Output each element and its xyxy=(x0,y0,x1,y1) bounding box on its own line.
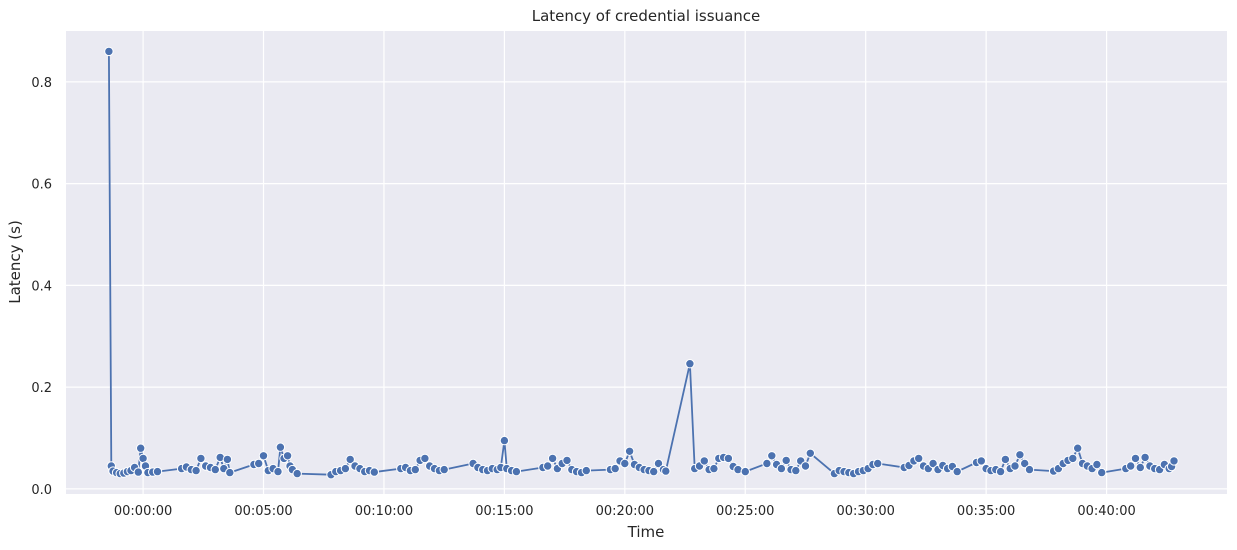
y-tick-label: 0.8 xyxy=(31,76,52,91)
data-point xyxy=(275,442,286,452)
data-point xyxy=(1024,464,1035,475)
data-point xyxy=(800,461,811,471)
x-tick-label: 00:30:00 xyxy=(836,504,894,519)
data-point xyxy=(649,466,659,477)
data-point xyxy=(152,466,163,477)
grid-lines xyxy=(66,31,1227,494)
data-point xyxy=(1135,462,1146,473)
y-tick-label: 0.2 xyxy=(31,381,52,396)
y-axis-label: Latency (s) xyxy=(6,220,24,304)
data-point xyxy=(723,453,734,464)
data-point xyxy=(1068,453,1078,464)
x-tick-label: 00:10:00 xyxy=(355,504,413,519)
x-tick-label: 00:35:00 xyxy=(957,504,1015,519)
data-point xyxy=(133,467,144,477)
data-point xyxy=(610,463,620,474)
data-point xyxy=(420,453,430,464)
x-tick-label: 00:40:00 xyxy=(1077,504,1135,519)
data-point xyxy=(196,453,206,464)
y-tick-label: 0.6 xyxy=(31,178,52,193)
data-point xyxy=(282,451,293,461)
chart-title: Latency of credential issuance xyxy=(532,7,761,25)
data-point xyxy=(1097,467,1107,478)
data-point xyxy=(995,466,1006,477)
data-point xyxy=(873,458,883,469)
data-point xyxy=(767,451,777,461)
x-tick-labels: 00:00:00 00:05:00 00:10:00 00:15:00 00:20:00… xyxy=(114,504,1136,519)
data-point xyxy=(222,454,233,465)
data-point xyxy=(791,465,801,476)
x-tick-label: 00:20:00 xyxy=(596,504,654,519)
data-point xyxy=(225,467,235,478)
data-point xyxy=(709,463,719,474)
data-point xyxy=(369,467,379,477)
data-point xyxy=(273,466,283,477)
data-point xyxy=(914,453,924,464)
data-point xyxy=(620,458,630,469)
series-layer xyxy=(104,46,1179,480)
data-point xyxy=(254,458,264,469)
data-point xyxy=(345,454,355,465)
data-point xyxy=(340,463,351,474)
data-point xyxy=(952,466,962,477)
x-tick-label: 00:15:00 xyxy=(475,504,533,519)
data-point xyxy=(562,455,572,466)
data-point xyxy=(499,435,510,446)
data-point xyxy=(805,448,815,458)
data-point xyxy=(410,464,420,475)
data-point xyxy=(191,465,201,476)
data-point xyxy=(1126,461,1136,471)
data-point xyxy=(1000,454,1011,465)
plot-area xyxy=(66,31,1227,494)
y-tick-labels: 0.0 0.2 0.4 0.6 0.8 xyxy=(31,76,52,498)
data-point xyxy=(1010,461,1020,471)
data-point xyxy=(928,458,938,469)
data-point xyxy=(136,443,146,453)
y-tick-label: 0.4 xyxy=(31,279,52,294)
data-point xyxy=(104,46,114,57)
data-point xyxy=(1015,450,1025,460)
data-point xyxy=(258,451,269,461)
x-tick-label: 00:00:00 xyxy=(114,504,172,519)
x-tick-label: 00:25:00 xyxy=(716,504,774,519)
x-axis-label: Time xyxy=(627,523,665,541)
data-point xyxy=(439,464,449,475)
data-point xyxy=(1019,458,1030,469)
x-tick-label: 00:05:00 xyxy=(234,504,292,519)
data-point xyxy=(699,456,709,466)
data-point xyxy=(547,453,558,464)
data-point xyxy=(1140,452,1150,463)
data-point xyxy=(976,456,986,466)
data-point xyxy=(511,466,522,477)
data-point xyxy=(210,464,221,475)
data-point xyxy=(624,446,635,456)
data-point xyxy=(762,458,772,469)
data-point xyxy=(685,359,695,369)
data-point xyxy=(1073,443,1083,453)
data-point xyxy=(543,461,553,471)
data-point xyxy=(653,458,664,469)
data-point xyxy=(292,468,302,479)
data-point xyxy=(661,466,671,476)
data-point xyxy=(776,463,787,474)
data-point xyxy=(1169,456,1179,466)
data-point xyxy=(781,455,791,466)
data-point xyxy=(1092,459,1102,470)
data-point xyxy=(1130,453,1141,464)
y-tick-label: 0.0 xyxy=(31,483,52,498)
data-point xyxy=(581,465,591,476)
data-point xyxy=(740,466,750,477)
